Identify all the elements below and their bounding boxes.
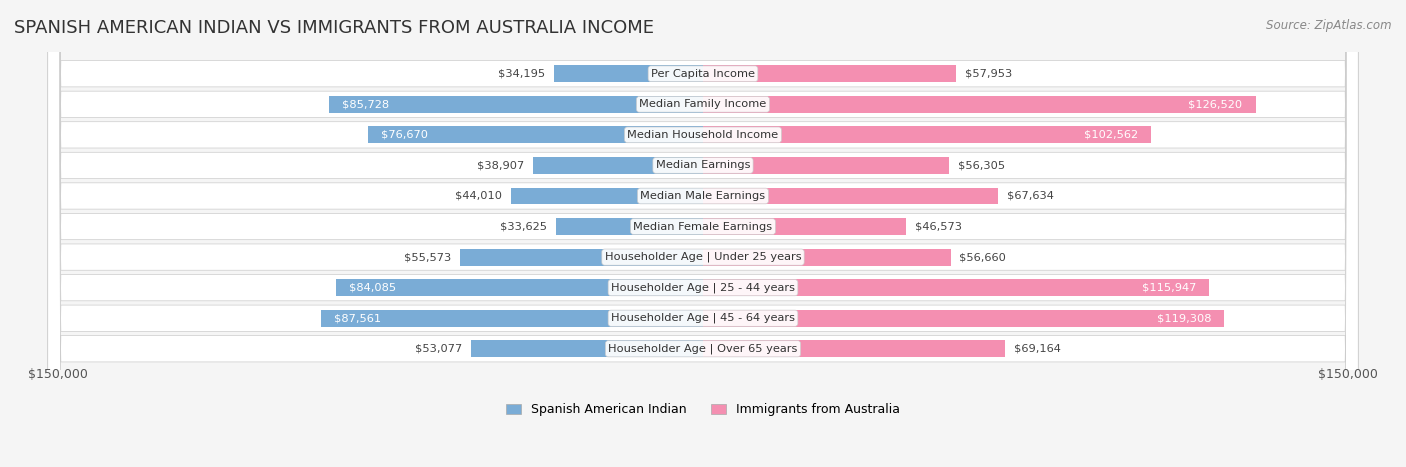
Bar — [703, 218, 907, 235]
Text: Median Household Income: Median Household Income — [627, 130, 779, 140]
Text: $76,670: $76,670 — [381, 130, 429, 140]
Bar — [703, 188, 998, 205]
Text: $150,000: $150,000 — [28, 368, 89, 381]
Text: $53,077: $53,077 — [415, 344, 463, 354]
Bar — [703, 279, 1209, 296]
Bar — [703, 65, 956, 82]
Text: SPANISH AMERICAN INDIAN VS IMMIGRANTS FROM AUSTRALIA INCOME: SPANISH AMERICAN INDIAN VS IMMIGRANTS FR… — [14, 19, 654, 37]
FancyBboxPatch shape — [48, 0, 1358, 467]
Text: $102,562: $102,562 — [1084, 130, 1137, 140]
Text: $115,947: $115,947 — [1142, 283, 1197, 293]
Bar — [368, 127, 703, 143]
Text: $57,953: $57,953 — [965, 69, 1012, 79]
Text: $85,728: $85,728 — [342, 99, 388, 109]
Text: Source: ZipAtlas.com: Source: ZipAtlas.com — [1267, 19, 1392, 32]
Text: $150,000: $150,000 — [1317, 368, 1378, 381]
Bar — [329, 96, 703, 113]
Bar — [703, 310, 1225, 326]
Bar — [703, 127, 1152, 143]
Text: Median Female Earnings: Median Female Earnings — [634, 221, 772, 232]
Text: $56,660: $56,660 — [959, 252, 1007, 262]
FancyBboxPatch shape — [48, 0, 1358, 467]
Text: Median Male Earnings: Median Male Earnings — [641, 191, 765, 201]
Text: $44,010: $44,010 — [456, 191, 502, 201]
FancyBboxPatch shape — [48, 0, 1358, 467]
Legend: Spanish American Indian, Immigrants from Australia: Spanish American Indian, Immigrants from… — [501, 398, 905, 421]
Text: Householder Age | Over 65 years: Householder Age | Over 65 years — [609, 344, 797, 354]
Bar — [703, 157, 949, 174]
Text: $56,305: $56,305 — [957, 161, 1005, 170]
FancyBboxPatch shape — [48, 0, 1358, 467]
Bar — [533, 157, 703, 174]
Text: $119,308: $119,308 — [1157, 313, 1211, 323]
Bar — [703, 96, 1256, 113]
Text: $126,520: $126,520 — [1188, 99, 1243, 109]
FancyBboxPatch shape — [48, 0, 1358, 467]
FancyBboxPatch shape — [48, 0, 1358, 467]
Bar — [557, 218, 703, 235]
Text: $84,085: $84,085 — [349, 283, 396, 293]
Text: Householder Age | 25 - 44 years: Householder Age | 25 - 44 years — [612, 283, 794, 293]
Text: Median Family Income: Median Family Income — [640, 99, 766, 109]
FancyBboxPatch shape — [48, 0, 1358, 467]
Text: $46,573: $46,573 — [915, 221, 962, 232]
FancyBboxPatch shape — [48, 0, 1358, 467]
Text: Median Earnings: Median Earnings — [655, 161, 751, 170]
FancyBboxPatch shape — [48, 0, 1358, 467]
Text: Householder Age | Under 25 years: Householder Age | Under 25 years — [605, 252, 801, 262]
Text: $38,907: $38,907 — [477, 161, 524, 170]
Bar — [510, 188, 703, 205]
Bar — [336, 279, 703, 296]
Text: $87,561: $87,561 — [333, 313, 381, 323]
Bar — [703, 340, 1005, 357]
Bar — [321, 310, 703, 326]
Bar — [460, 249, 703, 266]
Text: $69,164: $69,164 — [1014, 344, 1060, 354]
Bar — [471, 340, 703, 357]
FancyBboxPatch shape — [48, 0, 1358, 467]
Bar — [554, 65, 703, 82]
Text: $34,195: $34,195 — [498, 69, 546, 79]
Text: $55,573: $55,573 — [405, 252, 451, 262]
Text: Householder Age | 45 - 64 years: Householder Age | 45 - 64 years — [612, 313, 794, 324]
Text: $67,634: $67,634 — [1007, 191, 1054, 201]
Text: Per Capita Income: Per Capita Income — [651, 69, 755, 79]
Bar — [703, 249, 950, 266]
Text: $33,625: $33,625 — [501, 221, 547, 232]
